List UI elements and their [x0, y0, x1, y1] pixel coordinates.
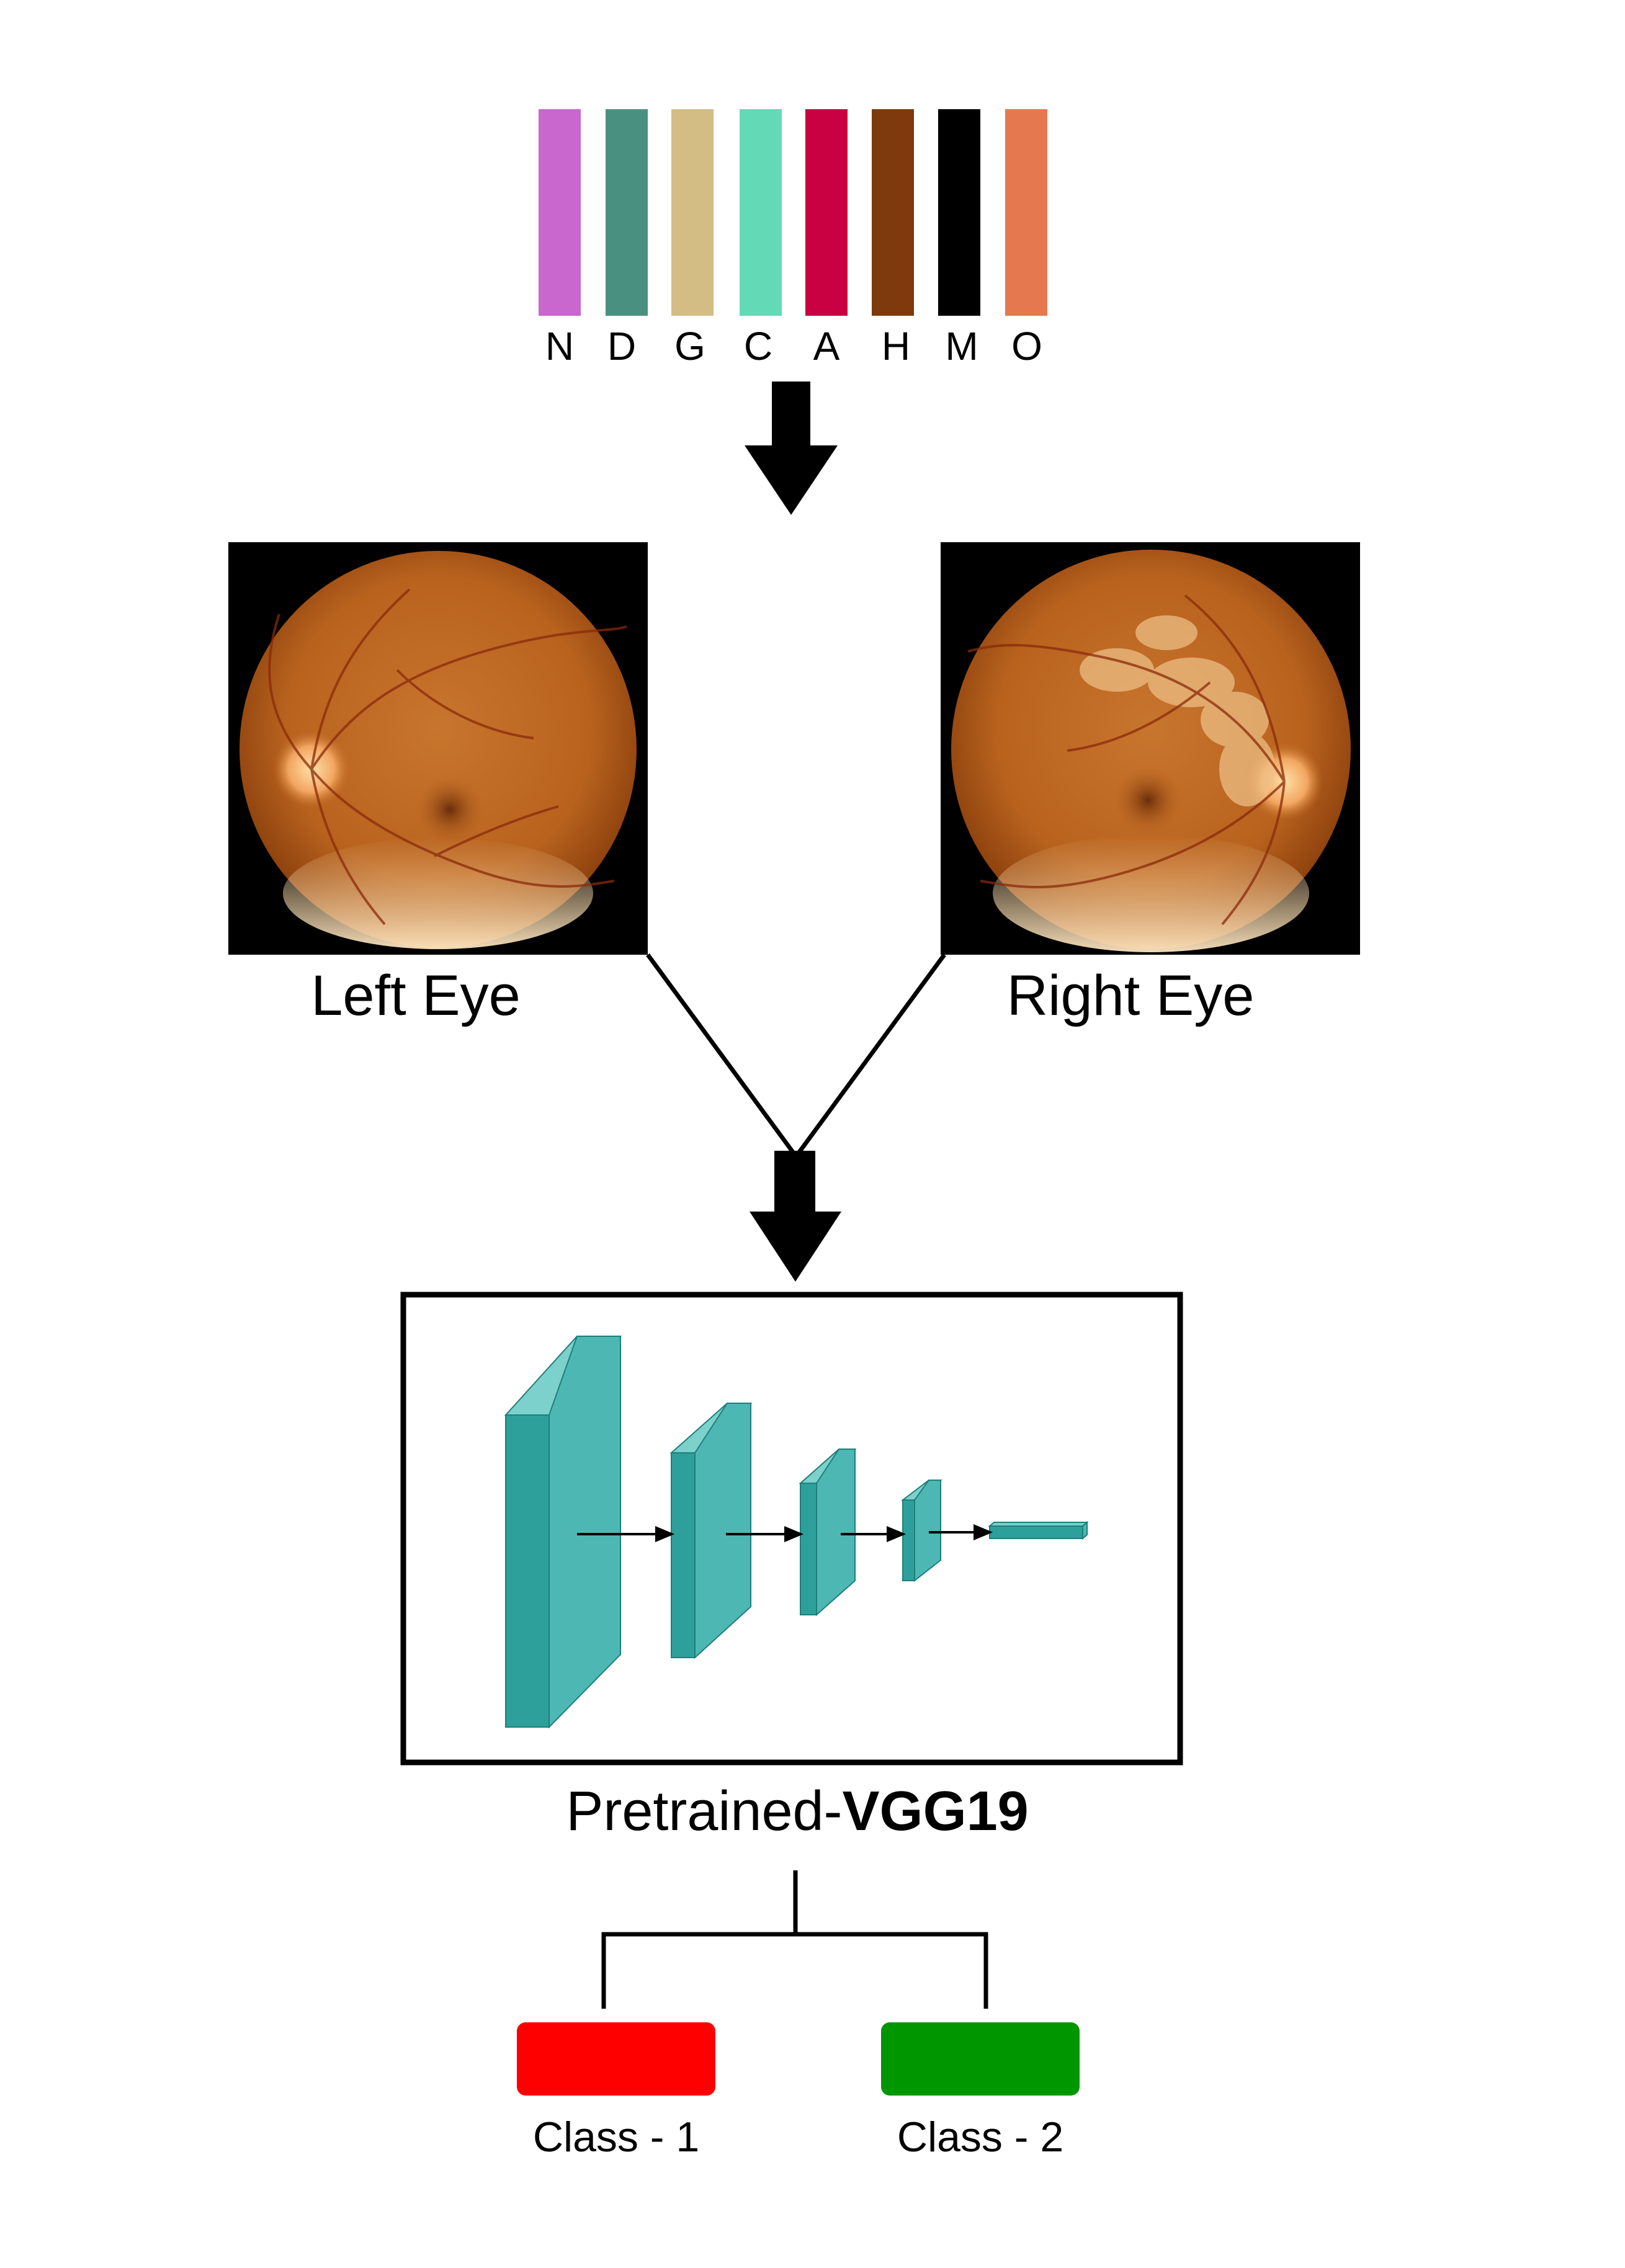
- right-eye-label: Right Eye: [1007, 964, 1255, 1027]
- left-eye-label: Left Eye: [311, 964, 521, 1027]
- category-label-c: C: [744, 324, 772, 368]
- category-label-m: M: [945, 324, 978, 368]
- merge-lines: [646, 953, 946, 1156]
- left-eye-image: [228, 542, 648, 955]
- class-2-box: [881, 2022, 1080, 2096]
- category-bar-d: [606, 109, 648, 316]
- conv-layer-3: [799, 1449, 857, 1617]
- category-bar-n: [539, 109, 581, 316]
- category-label-o: O: [1011, 324, 1042, 368]
- category-bar-o: [1005, 109, 1047, 316]
- right-eye-image: [941, 542, 1360, 955]
- output-branch-lines: [601, 1870, 988, 2009]
- class-1-box: [517, 2022, 715, 2096]
- conv-layer-1: [504, 1336, 622, 1729]
- model-label-prefix: Pretrained-: [566, 1780, 842, 1842]
- category-bar-g: [671, 109, 714, 316]
- conv-layer-2: [669, 1403, 753, 1659]
- model-label: Pretrained-VGG19: [566, 1780, 1028, 1842]
- category-label-n: N: [545, 324, 574, 368]
- class-1-label: Class - 1: [533, 2114, 699, 2161]
- category-bar-m: [938, 109, 980, 316]
- down-arrow-1: [745, 382, 838, 515]
- category-label-a: A: [813, 324, 840, 368]
- model-frame: [400, 1292, 1183, 1766]
- vgg19-network-icon: [504, 1336, 1089, 1729]
- model-label-name: VGG19: [843, 1780, 1029, 1842]
- conv-layer-4: [901, 1480, 942, 1583]
- category-legend: N D G C A H M O: [539, 109, 1047, 368]
- class-2-label: Class - 2: [897, 2114, 1063, 2161]
- category-bar-c: [740, 109, 782, 316]
- category-label-h: H: [882, 324, 910, 368]
- down-arrow-2: [750, 1151, 841, 1282]
- dense-layer: [988, 1520, 1089, 1540]
- category-bar-h: [872, 109, 914, 316]
- category-label-d: D: [607, 324, 636, 368]
- category-label-g: G: [674, 324, 705, 368]
- category-bar-a: [805, 109, 848, 316]
